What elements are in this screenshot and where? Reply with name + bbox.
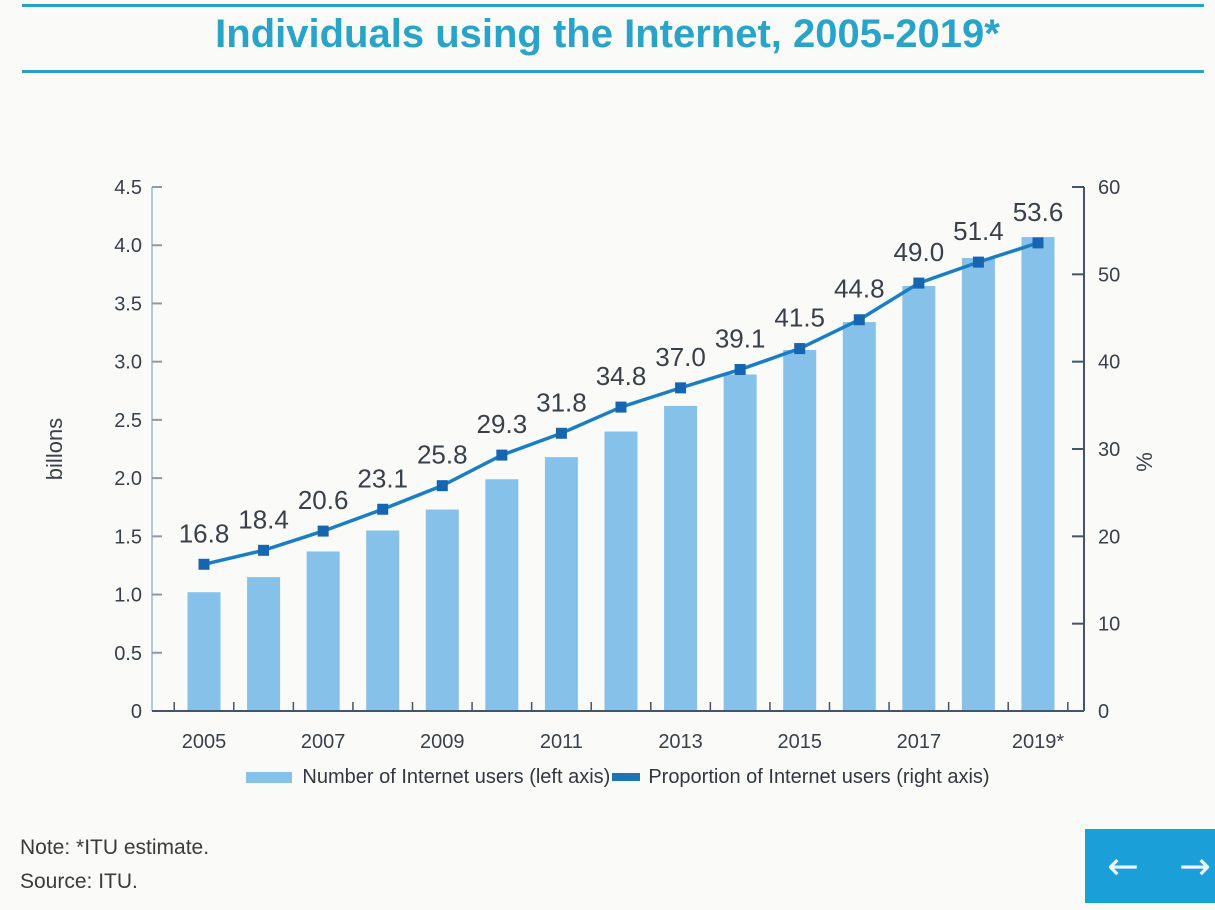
right-axis-tick-label: 50 [1098,264,1120,286]
bar-2015 [783,350,817,711]
bar-2014 [723,374,757,711]
data-label-2016: 44.8 [834,274,885,304]
left-axis-tick-label: 3.0 [114,352,142,374]
bar-2007 [306,551,340,711]
bar-2016 [842,322,876,711]
data-label-2012: 34.8 [596,361,647,391]
marker-2017 [913,277,925,289]
left-axis-tick-label: 4.5 [114,177,142,199]
left-axis-tick-label: 2.5 [114,410,142,432]
data-label-2013: 37.0 [655,342,706,372]
left-axis-tick-label: 1.0 [114,585,142,607]
bar-2017 [902,285,936,711]
data-label-2009: 25.8 [417,440,468,470]
data-label-2011: 31.8 [536,387,587,417]
right-axis-tick-label: 10 [1098,614,1120,636]
left-axis-tick-label: 0 [131,701,142,723]
bar-2005 [187,592,221,711]
marker-2011 [555,427,567,439]
bar-2010 [485,479,519,711]
marker-2012 [615,401,627,413]
bar-2011 [544,457,578,711]
legend-line-label: Proportion of Internet users (right axis… [648,765,990,788]
x-axis-label-2019*: 2019* [1012,731,1064,753]
data-label-2008: 23.1 [357,463,408,493]
data-label-2006: 18.4 [238,504,289,534]
x-axis-label-2011: 2011 [540,731,583,753]
x-axis-label-2015: 2015 [777,731,822,753]
marker-2010 [496,449,508,461]
nav-controls: ← → [1085,829,1215,903]
marker-2006 [258,544,270,556]
title-rule [22,70,1204,73]
data-label-2017: 49.0 [894,237,945,267]
legend-line-swatch [612,773,641,781]
x-axis-label-2009: 2009 [420,731,465,753]
note-line: Note: *ITU estimate. [20,836,210,859]
marker-2007 [317,525,329,537]
data-label-2007: 20.6 [298,485,349,515]
source-line: Source: ITU. [20,870,138,893]
legend-bar-label: Number of Internet users (left axis) [302,765,611,788]
right-axis-tick-label: 20 [1098,526,1120,548]
marker-2015 [794,343,806,355]
left-axis-tick-label: 0.5 [114,643,142,665]
marker-2019* [1032,237,1044,249]
marker-2008 [377,503,389,515]
x-axis-label-2013: 2013 [658,731,703,753]
bar-2009 [425,509,459,711]
left-axis-tick-label: 1.5 [114,526,142,548]
x-axis-label-2005: 2005 [182,731,227,753]
data-label-2010: 29.3 [477,409,528,439]
marker-2005 [198,558,210,570]
left-axis-tick-label: 3.5 [114,293,142,315]
marker-2013 [675,382,687,394]
x-axis-label-2007: 2007 [301,731,346,753]
bar-2013 [664,405,698,711]
right-axis-tick-label: 60 [1098,177,1120,199]
x-axis-label-2017: 2017 [897,731,942,753]
top-rule [22,4,1204,7]
left-axis-title: billons [42,418,67,480]
marker-2009 [436,480,448,492]
bar-2008 [366,530,400,711]
right-axis-title: % [1132,452,1157,472]
data-label-2005: 16.8 [179,518,230,548]
bar-2018 [961,258,995,711]
left-axis-tick-label: 4.0 [114,235,142,257]
legend-bar-swatch [246,771,293,783]
data-label-2018: 51.4 [953,216,1004,246]
bar-2012 [604,431,638,711]
next-arrow-button[interactable]: → [1179,844,1211,888]
chart-title: Individuals using the Internet, 2005-201… [215,12,1000,56]
prev-arrow-button[interactable]: ← [1107,844,1139,888]
chart-legend: Number of Internet users (left axis) Pro… [152,762,1084,792]
marker-2014 [734,364,746,376]
left-axis-tick-label: 2.0 [114,468,142,490]
right-axis-tick-label: 0 [1098,701,1109,723]
marker-2016 [853,314,865,326]
data-label-2014: 39.1 [715,324,766,354]
data-label-2015: 41.5 [774,303,825,333]
marker-2018 [972,256,984,268]
right-axis-tick-label: 40 [1098,352,1120,374]
bar-2019* [1021,237,1055,711]
data-label-2019*: 53.6 [1013,197,1064,227]
bar-2006 [247,577,281,711]
note-block: Note: *ITU estimate. Source: ITU. [20,831,209,899]
right-axis-tick-label: 30 [1098,439,1120,461]
